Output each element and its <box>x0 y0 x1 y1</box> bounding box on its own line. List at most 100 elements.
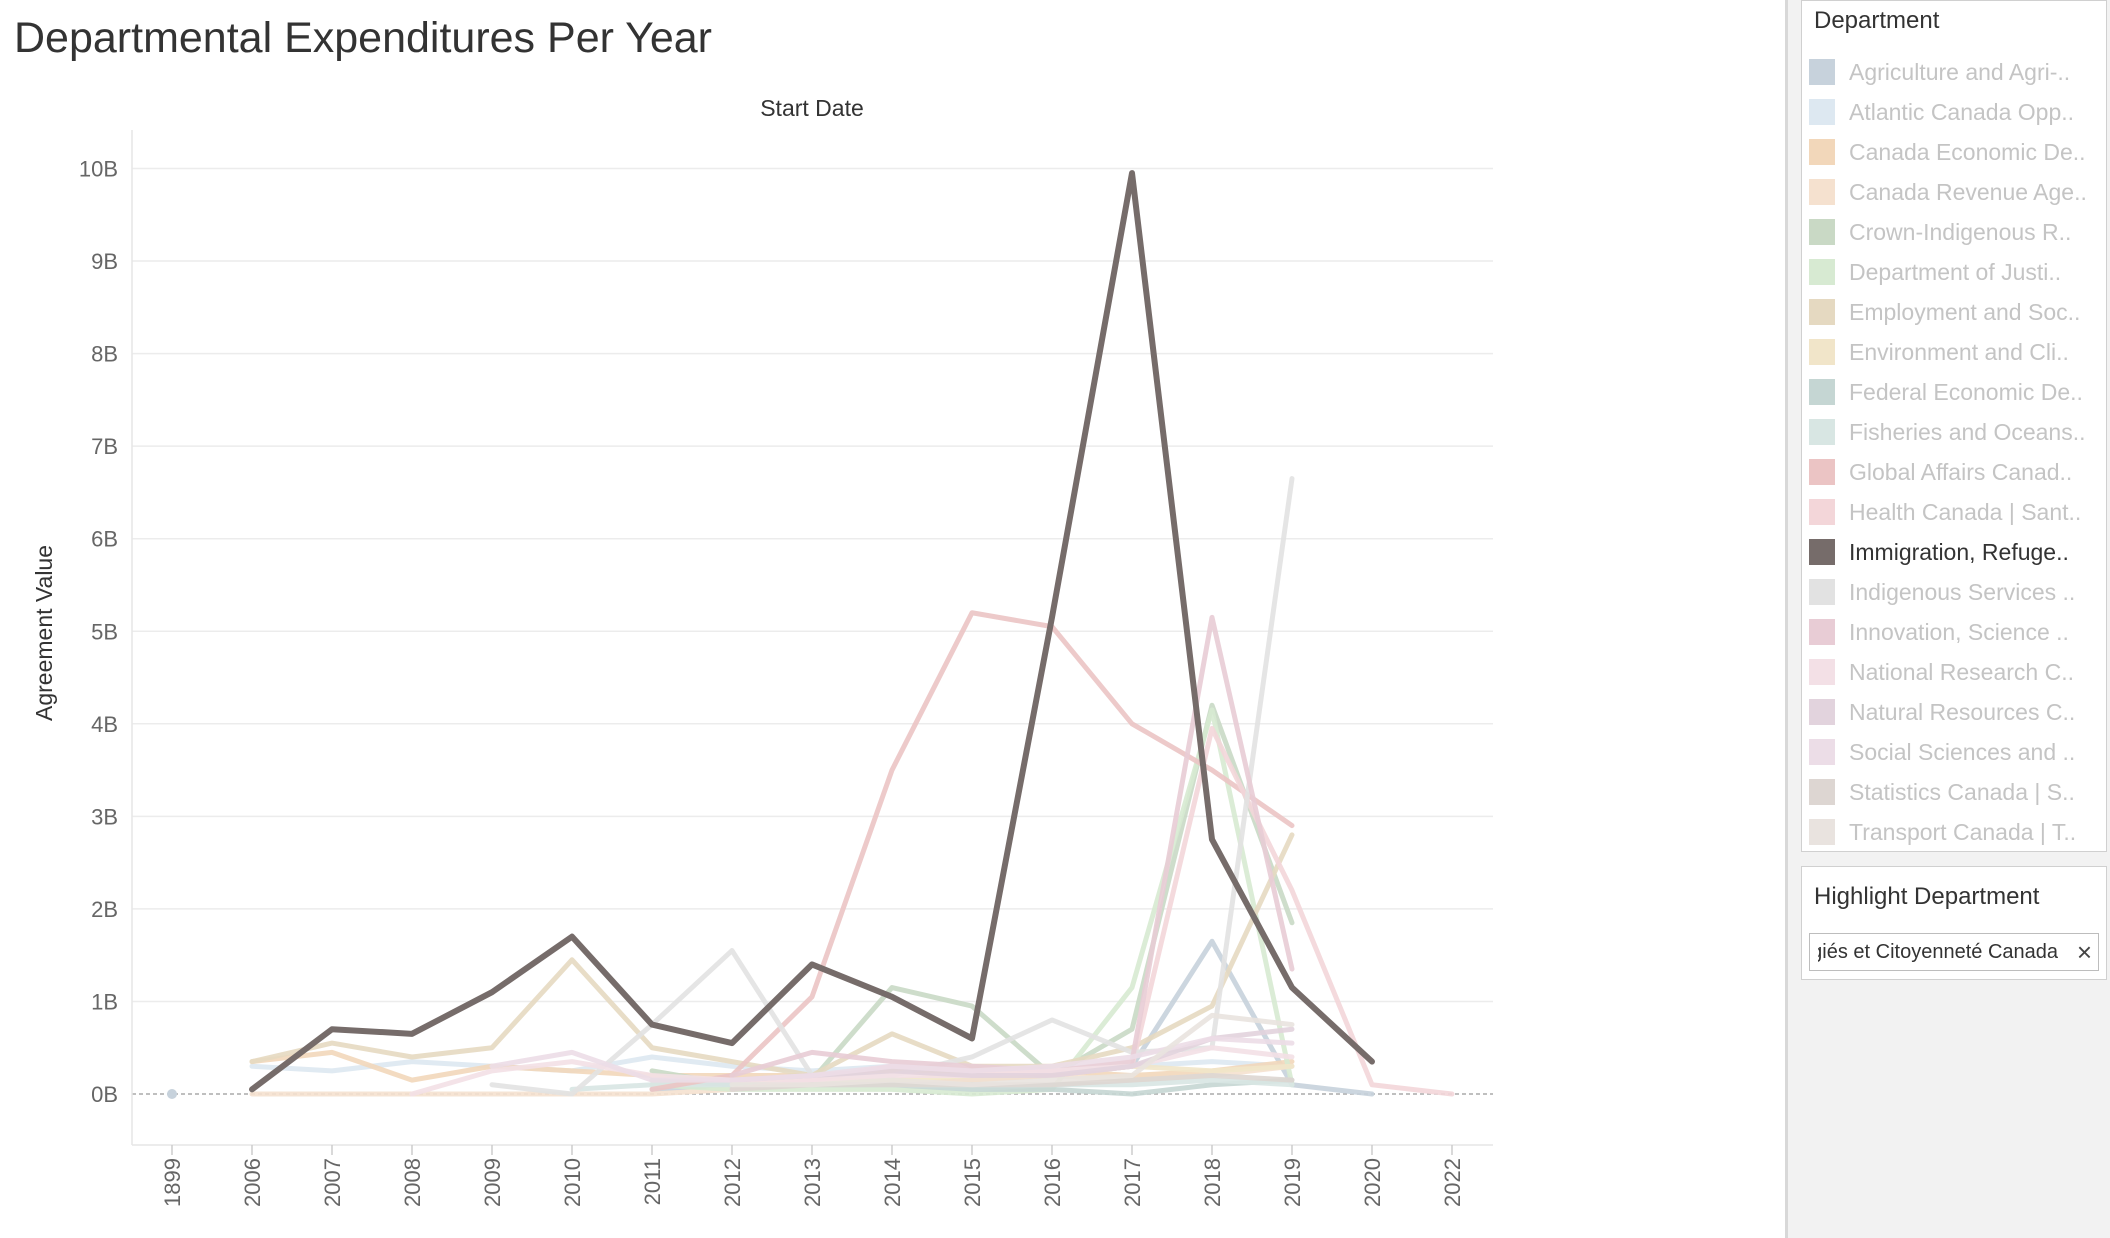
legend-swatch <box>1809 259 1835 285</box>
legend-label: Immigration, Refuge.. <box>1849 538 2069 565</box>
x-tick-label: 2016 <box>1040 1158 1065 1207</box>
highlight-title: Highlight Department <box>1814 883 2040 910</box>
legend-label: Transport Canada | T.. <box>1849 818 2077 845</box>
legend-swatch <box>1809 819 1835 845</box>
legend-item[interactable]: Indigenous Services .. <box>1809 572 2105 612</box>
x-tick-label: 2011 <box>640 1158 665 1205</box>
highlight-department-input[interactable]: Immigration, Réfugiés et Citoyenneté Can… <box>1809 933 2099 971</box>
x-tick-label: 2020 <box>1360 1158 1385 1207</box>
legend-item[interactable]: Federal Economic De.. <box>1809 372 2105 412</box>
clear-icon[interactable]: × <box>2076 937 2092 967</box>
legend-label: Atlantic Canada Opp.. <box>1849 98 2075 125</box>
legend-label: Indigenous Services .. <box>1849 578 2076 605</box>
legend-item[interactable]: Agriculture and Agri-.. <box>1809 52 2105 92</box>
legend-label: Statistics Canada | S.. <box>1849 778 2075 805</box>
x-tick-label: 2014 <box>880 1158 905 1207</box>
y-tick-label: 10B <box>79 157 118 182</box>
line-chart: 0B 1B 2B 3B 4B 5B 6B 7B 8B 9B 10B 1899 2006 2007 2008 2… <box>31 95 1493 1207</box>
legend-title: Department <box>1814 7 1940 34</box>
x-tick-label: 1899 <box>160 1158 185 1207</box>
legend-item[interactable]: Canada Revenue Age.. <box>1809 172 2105 212</box>
legend-swatch <box>1809 59 1835 85</box>
legend-item[interactable]: Statistics Canada | S.. <box>1809 772 2105 812</box>
y-tick-label: 9B <box>91 249 118 274</box>
legend-label: Employment and Soc.. <box>1849 298 2081 325</box>
legend-swatch <box>1809 739 1835 765</box>
highlight-department-card: Highlight Department Immigration, Réfugi… <box>1801 866 2107 980</box>
x-tick-label: 2022 <box>1440 1158 1465 1207</box>
legend-label: Canada Revenue Age.. <box>1849 178 2087 205</box>
x-tick-label: 2008 <box>400 1158 425 1207</box>
chart-series <box>167 170 1455 1099</box>
y-tick-label: 0B <box>91 1082 118 1107</box>
legend-swatch <box>1809 459 1835 485</box>
legend-label: Social Sciences and .. <box>1849 738 2076 765</box>
legend-label: Fisheries and Oceans.. <box>1849 418 2086 445</box>
legend-item[interactable]: Atlantic Canada Opp.. <box>1809 92 2105 132</box>
legend-item[interactable]: Innovation, Science .. <box>1809 612 2105 652</box>
series-line[interactable] <box>489 1035 1295 1083</box>
legend-label: Health Canada | Sant.. <box>1849 498 2082 525</box>
legend-swatch <box>1809 179 1835 205</box>
legend-label: Global Affairs Canad.. <box>1849 458 2073 485</box>
legend-swatch <box>1809 779 1835 805</box>
x-tick-label: 2013 <box>800 1158 825 1207</box>
legend-item[interactable]: National Research C.. <box>1809 652 2105 692</box>
legend-swatch <box>1809 659 1835 685</box>
legend-swatch <box>1809 699 1835 725</box>
x-tick-label: 2009 <box>480 1158 505 1207</box>
series-line[interactable] <box>249 832 1295 1078</box>
department-legend: Department Agriculture and Agri-.. Atlant… <box>1801 0 2107 852</box>
legend-label: Innovation, Science .. <box>1849 618 2069 645</box>
y-tick-label: 5B <box>91 619 118 644</box>
x-tick-label: 2010 <box>560 1158 585 1207</box>
series-point[interactable] <box>167 1089 177 1099</box>
y-tick-label: 6B <box>91 527 118 552</box>
legend-item[interactable]: Natural Resources C.. <box>1809 692 2105 732</box>
legend-label: National Research C.. <box>1849 658 2074 685</box>
legend-label: Department of Justi.. <box>1849 258 2062 285</box>
chart-axes: 0B 1B 2B 3B 4B 5B 6B 7B 8B 9B 10B 1899 2006 2007 2008 2… <box>79 157 1465 1207</box>
y-tick-label: 8B <box>91 342 118 367</box>
y-tick-label: 3B <box>91 804 118 829</box>
legend-swatch <box>1809 619 1835 645</box>
legend-label: Natural Resources C.. <box>1849 698 2076 725</box>
y-tick-label: 4B <box>91 712 118 737</box>
x-tick-label: 2019 <box>1280 1158 1305 1207</box>
x-axis-title: Start Date <box>760 95 864 121</box>
legend-item[interactable]: Immigration, Refuge.. <box>1809 532 2105 572</box>
legend-label: Canada Economic De.. <box>1849 138 2086 165</box>
legend-item[interactable]: Health Canada | Sant.. <box>1809 492 2105 532</box>
x-tick-label: 2017 <box>1120 1158 1145 1207</box>
legend-item[interactable]: Environment and Cli.. <box>1809 332 2105 372</box>
legend-swatch <box>1809 539 1835 565</box>
legend-item[interactable]: Department of Justi.. <box>1809 252 2105 292</box>
y-tick-label: 7B <box>91 434 118 459</box>
legend-item[interactable]: Canada Economic De.. <box>1809 132 2105 172</box>
legend-item[interactable]: Fisheries and Oceans.. <box>1809 412 2105 452</box>
legend-item[interactable]: Employment and Soc.. <box>1809 292 2105 332</box>
legend-item[interactable]: Global Affairs Canad.. <box>1809 452 2105 492</box>
legend-label: Federal Economic De.. <box>1849 378 2083 405</box>
highlighted-series-line[interactable] <box>249 170 1375 1093</box>
legend-swatch <box>1809 219 1835 245</box>
legend-swatch <box>1809 419 1835 445</box>
legend-swatch <box>1809 339 1835 365</box>
legend-swatch <box>1809 139 1835 165</box>
legend-swatch <box>1809 379 1835 405</box>
x-tick-label: 2007 <box>320 1158 345 1207</box>
legend-label: Agriculture and Agri-.. <box>1849 58 2071 85</box>
legend-swatch <box>1809 579 1835 605</box>
legend-item[interactable]: Transport Canada | T.. <box>1809 812 2105 852</box>
legend-item[interactable]: Crown-Indigenous R.. <box>1809 212 2105 252</box>
series-line[interactable] <box>729 1012 1295 1088</box>
legend-swatch <box>1809 299 1835 325</box>
highlight-department-value: Immigration, Réfugiés et Citoyenneté Can… <box>1818 941 2058 963</box>
y-tick-label: 1B <box>91 989 118 1014</box>
y-axis-title: Agreement Value <box>31 545 57 721</box>
legend-swatch <box>1809 99 1835 125</box>
legend-label: Environment and Cli.. <box>1849 338 2069 365</box>
legend-item[interactable]: Social Sciences and .. <box>1809 732 2105 772</box>
legend-label: Crown-Indigenous R.. <box>1849 218 2072 245</box>
y-tick-label: 2B <box>91 897 118 922</box>
